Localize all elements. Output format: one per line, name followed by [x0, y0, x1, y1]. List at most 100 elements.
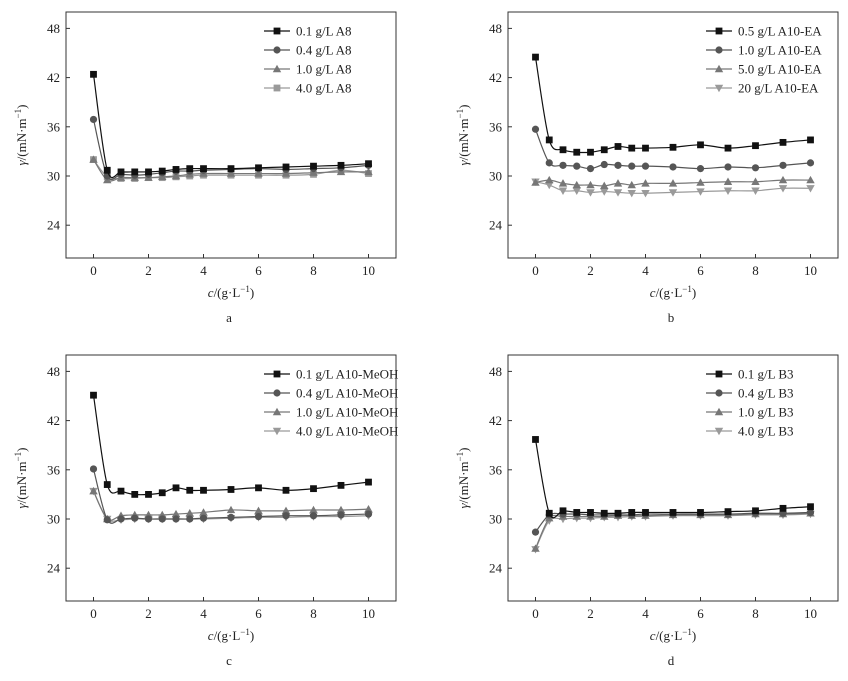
data-point	[696, 188, 705, 196]
data-point	[587, 509, 594, 516]
data-point	[131, 491, 139, 498]
x-tick-label: 4	[200, 606, 207, 621]
data-point	[724, 144, 732, 152]
x-axis-title-sup: −1	[240, 284, 250, 294]
data-point	[613, 189, 623, 197]
panel-label: a	[226, 310, 232, 325]
data-point	[642, 509, 649, 516]
data-point	[572, 187, 581, 195]
x-tick-label: 10	[804, 263, 817, 278]
x-tick-label: 0	[532, 606, 539, 621]
data-point	[281, 169, 291, 177]
plot-frame	[65, 354, 397, 602]
legend-label: 0.4 g/L A8	[296, 43, 352, 58]
y-axis-title-unit: /(mN·m	[456, 118, 471, 160]
legend-label: 0.1 g/L B3	[738, 367, 794, 382]
data-point	[89, 465, 98, 473]
data-point	[144, 515, 153, 523]
data-point	[117, 168, 125, 176]
data-point	[669, 163, 677, 171]
legend-label: 20 g/L A10-EA	[738, 81, 819, 96]
x-tick-label: 8	[310, 606, 317, 621]
y-axis-title-close: )	[14, 448, 29, 452]
data-point	[545, 136, 553, 144]
data-point	[668, 179, 678, 187]
x-axis-title: c/(g·L−1)	[650, 627, 696, 643]
y-axis-title-sup: −1	[13, 109, 23, 119]
series-line	[534, 439, 811, 519]
data-point	[282, 512, 290, 520]
y-axis-title: γ/(mN·m−1)	[455, 448, 471, 509]
legend-label: 1.0 g/L A8	[296, 62, 352, 77]
data-point	[641, 162, 650, 170]
y-tick-label: 30	[489, 512, 502, 527]
legend-marker	[715, 27, 723, 35]
y-tick-label: 36	[489, 462, 503, 477]
y-axis-title-sup: −1	[13, 452, 23, 462]
x-axis-title-var: c	[650, 285, 656, 300]
data-point	[573, 509, 581, 516]
y-tick-label: 36	[47, 462, 61, 477]
x-axis-title-var: c	[208, 628, 214, 643]
data-point	[696, 178, 705, 186]
data-point	[103, 481, 111, 488]
y-tick-label: 30	[47, 169, 60, 184]
data-point	[669, 509, 677, 516]
data-point	[281, 506, 291, 514]
data-point	[309, 505, 318, 514]
data-point	[558, 187, 568, 195]
y-tick-label: 30	[47, 512, 60, 527]
data-point	[172, 515, 180, 523]
y-tick-label: 48	[489, 21, 502, 36]
y-tick-label: 42	[47, 413, 60, 428]
panel-label: c	[226, 653, 232, 668]
data-point	[337, 511, 345, 519]
data-point	[200, 165, 207, 173]
legend-marker	[272, 64, 282, 73]
data-point	[282, 163, 290, 171]
data-point	[751, 187, 760, 195]
y-axis-title-unit: /(mN·m	[14, 118, 29, 160]
data-point	[117, 487, 125, 495]
legend-label: 4.0 g/L A8	[296, 81, 352, 96]
x-tick-label: 0	[532, 263, 539, 278]
y-tick-label: 48	[489, 364, 502, 379]
y-tick-label: 24	[489, 561, 503, 576]
data-point	[558, 179, 568, 187]
data-point	[628, 144, 636, 152]
legend-label: 0.1 g/L A10-MeOH	[296, 367, 398, 382]
data-point	[779, 138, 787, 146]
legend-label: 4.0 g/L B3	[738, 424, 794, 439]
data-point	[559, 507, 567, 515]
x-axis-title-sup: −1	[682, 627, 692, 637]
data-point	[172, 166, 180, 173]
data-point	[600, 181, 609, 190]
data-point	[531, 125, 540, 133]
x-tick-label: 4	[642, 606, 649, 621]
legend-marker	[272, 407, 282, 416]
x-tick-label: 10	[362, 263, 375, 278]
y-tick-label: 24	[489, 218, 503, 233]
x-tick-label: 2	[145, 263, 152, 278]
data-point	[364, 510, 373, 518]
y-axis-title-var: γ	[14, 159, 29, 165]
data-point	[227, 165, 235, 173]
data-point	[531, 528, 540, 536]
data-point	[145, 491, 152, 498]
data-point	[586, 189, 595, 197]
data-point	[365, 160, 372, 168]
data-point	[186, 515, 194, 523]
legend-marker	[272, 427, 282, 436]
x-axis-title-sup: −1	[240, 627, 250, 637]
data-point	[199, 514, 208, 522]
data-point	[89, 115, 98, 124]
series-2	[531, 125, 815, 173]
legend-label: 0.1 g/L A8	[296, 24, 352, 39]
y-axis-title-close: )	[456, 448, 471, 452]
y-axis-title-close: )	[456, 105, 471, 109]
data-point	[254, 512, 263, 521]
chart-panel-d: 0 2 4 6 8 102430364248c/(g·L−1)γ/(mN·m−1)d0.1…	[455, 354, 839, 668]
data-point	[309, 168, 318, 176]
data-point	[628, 509, 636, 516]
data-point	[752, 142, 759, 150]
